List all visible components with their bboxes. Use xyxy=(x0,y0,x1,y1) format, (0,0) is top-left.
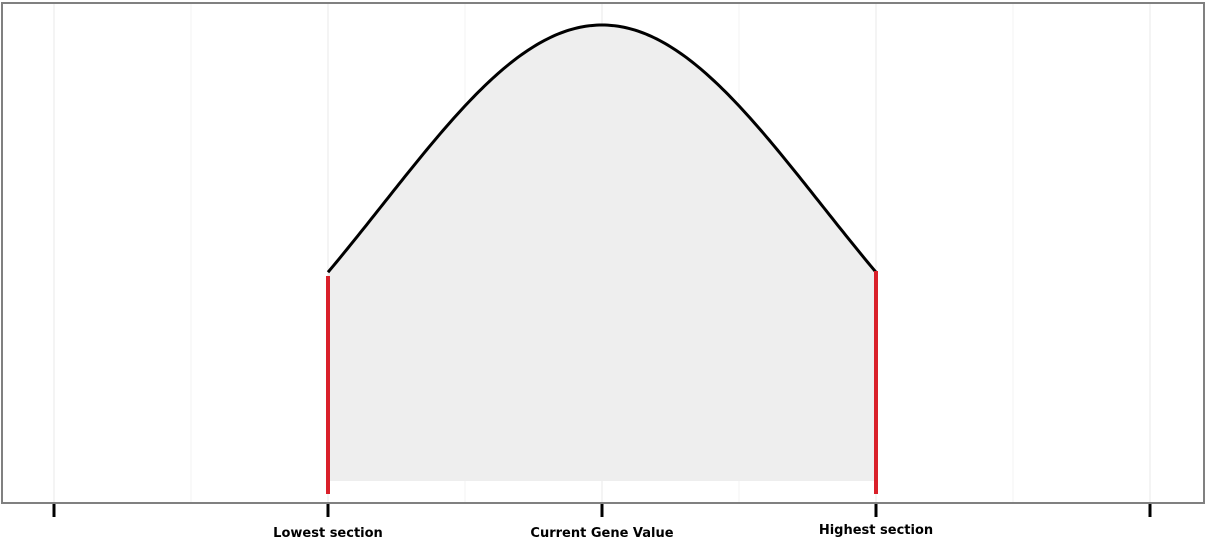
density-curve xyxy=(326,23,878,274)
plot-frame xyxy=(1,2,1205,504)
density-area xyxy=(328,25,876,481)
x-tick-label: Lowest section xyxy=(273,526,383,541)
x-tick-label: Highest section xyxy=(819,523,933,538)
x-tick-label: Current Gene Value xyxy=(530,526,673,541)
